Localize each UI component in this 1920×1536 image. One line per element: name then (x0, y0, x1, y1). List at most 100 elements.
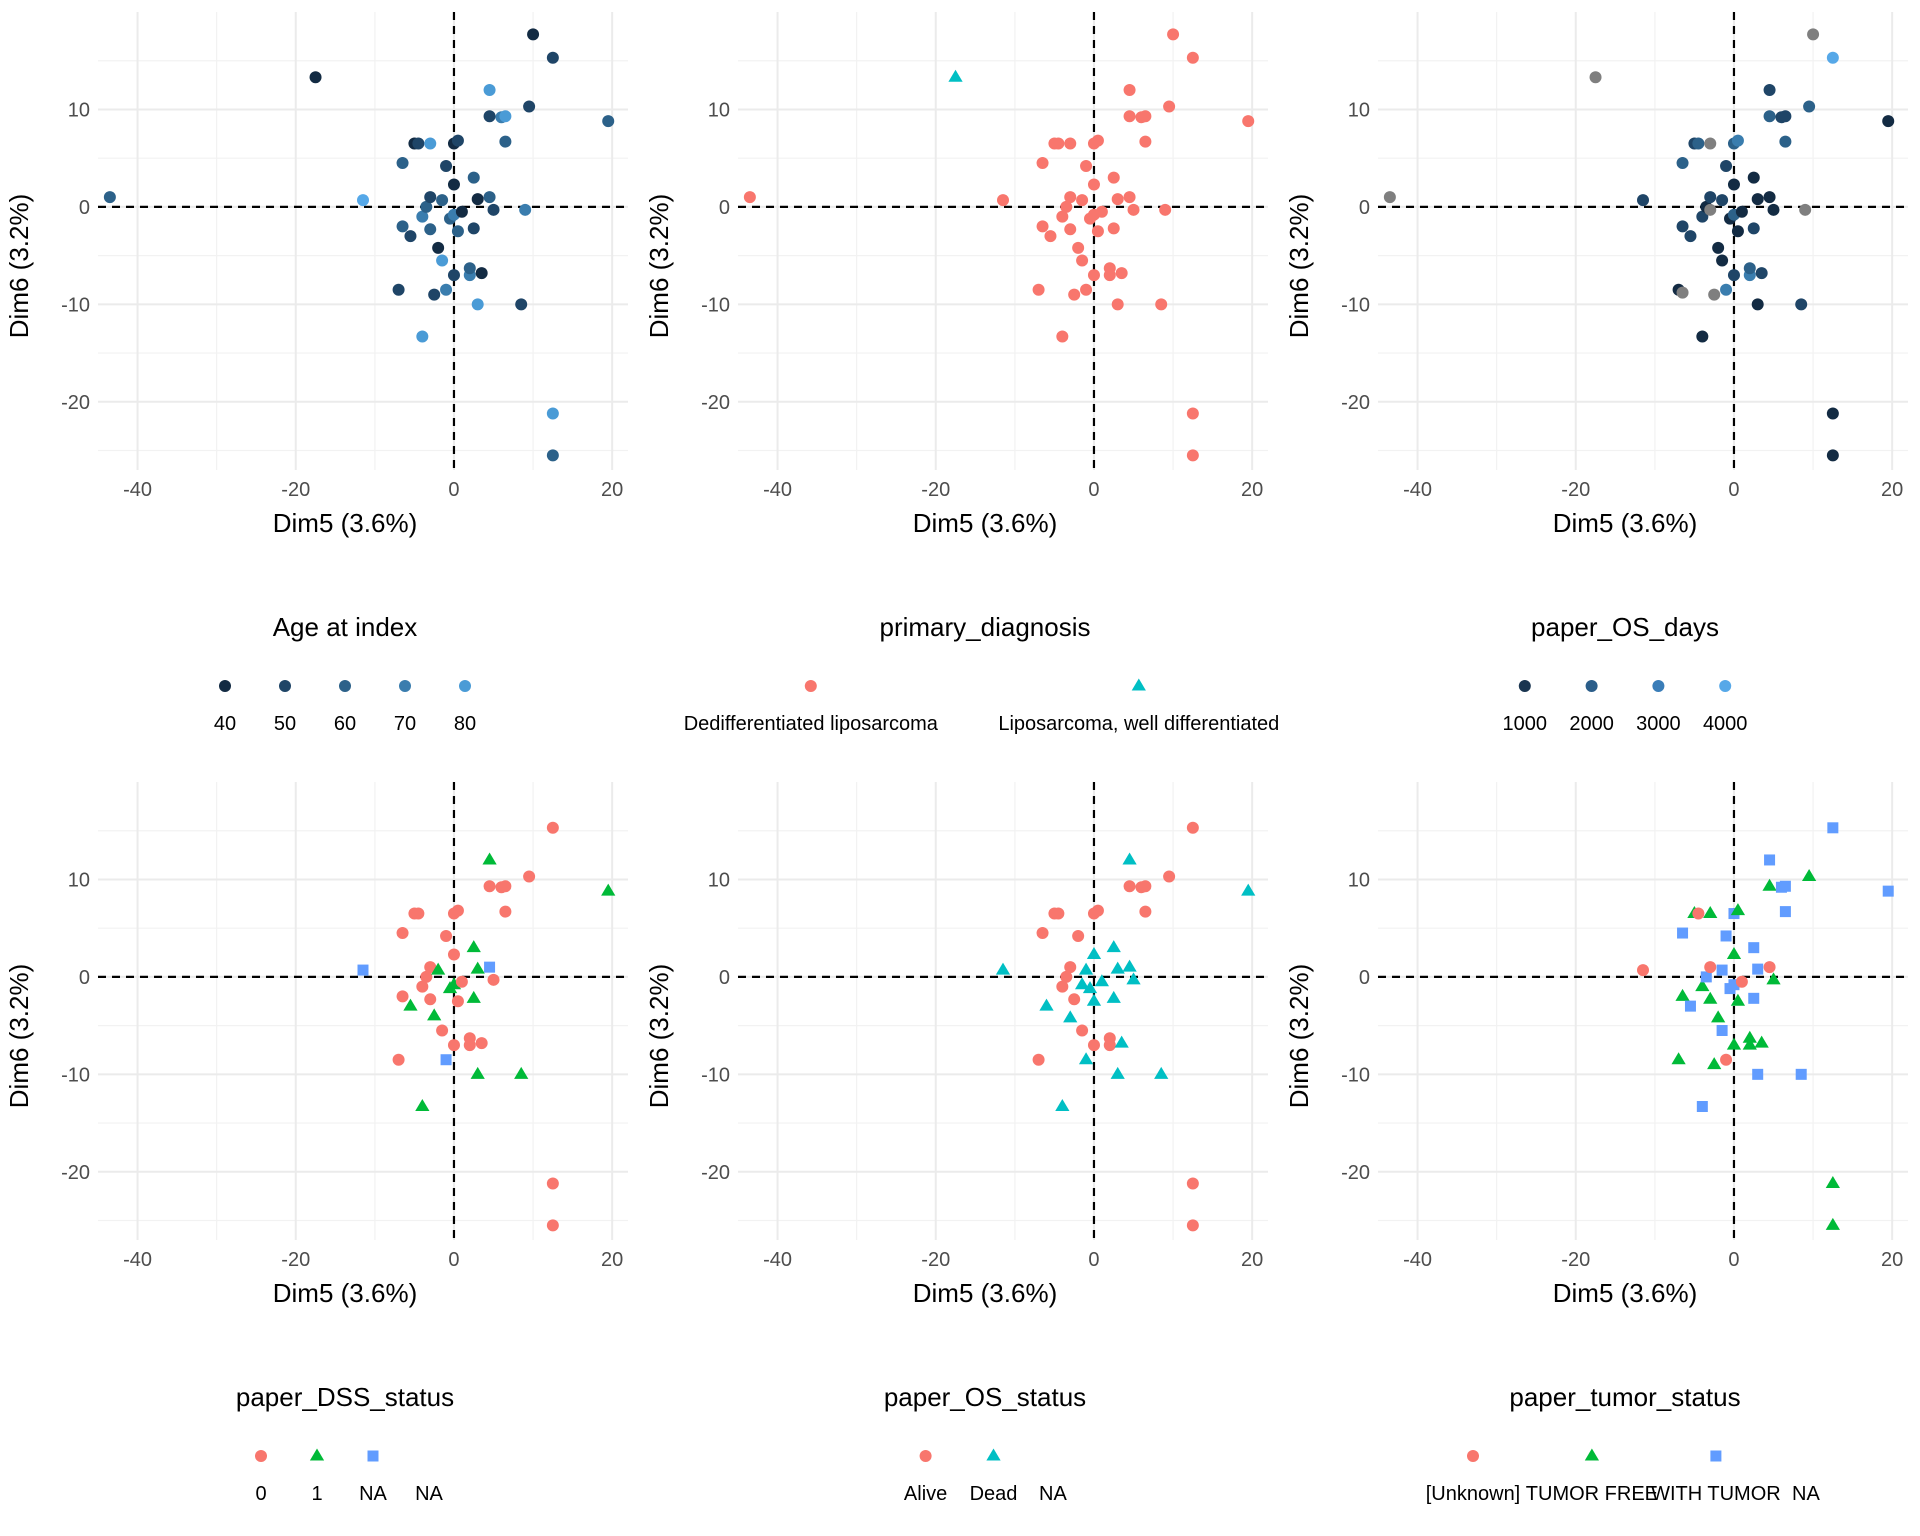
data-point (1139, 135, 1152, 148)
data-point (440, 283, 453, 296)
data-point (428, 288, 441, 301)
data-point (1063, 1010, 1078, 1023)
data-point (1801, 869, 1817, 882)
data-point (1763, 110, 1776, 123)
data-point (487, 973, 500, 986)
legend-key (1467, 1450, 1479, 1462)
data-point (463, 1032, 476, 1045)
data-point (1696, 330, 1709, 343)
data-point (451, 134, 464, 147)
data-point (1039, 998, 1054, 1011)
data-point (1103, 262, 1116, 275)
y-axis-title: Dim6 (3.2%) (644, 964, 674, 1108)
data-point (1044, 230, 1057, 243)
data-point (1080, 283, 1093, 296)
data-point (1676, 157, 1689, 170)
data-point (451, 904, 464, 917)
data-point (1726, 946, 1742, 959)
data-point (1114, 1035, 1129, 1048)
data-point (1711, 1010, 1726, 1023)
data-point (1087, 269, 1100, 282)
data-point (1589, 71, 1602, 84)
data-point (1779, 110, 1792, 123)
x-tick-label: 0 (1088, 1249, 1099, 1271)
data-point (1242, 115, 1255, 128)
data-point (467, 222, 480, 235)
data-point (1056, 210, 1069, 223)
data-point (546, 449, 559, 462)
data-point (451, 225, 464, 238)
data-point (1695, 979, 1710, 992)
data-point (436, 1024, 449, 1037)
legend-key (1584, 1448, 1600, 1461)
data-point (1704, 191, 1717, 204)
legend-key (367, 1450, 379, 1462)
x-tick-label: -40 (1403, 1249, 1432, 1271)
y-axis-title: Dim6 (3.2%) (4, 964, 34, 1108)
legend-key (459, 680, 471, 692)
data-point (412, 907, 425, 920)
legend-key (219, 680, 231, 692)
legend-title: paper_DSS_status (236, 1382, 454, 1412)
legend-key (1131, 678, 1146, 691)
legend: paper_OS_days 1000 2000 3000 4000 (1503, 612, 1748, 735)
x-axis-title: Dim5 (3.6%) (273, 1278, 417, 1308)
legend-label: 3000 (1636, 713, 1681, 735)
data-point (1087, 1039, 1100, 1052)
panel-p1: -40 -20 0 20 -20 -10 0 10 Dim5 (3.6%) Dim6 (3.2%)… (4, 12, 628, 735)
data-point (1103, 1032, 1116, 1045)
data-point (1827, 822, 1839, 834)
legend: paper_DSS_status 0 1 NA NA (236, 1382, 454, 1505)
y-tick-label: 0 (719, 967, 730, 989)
y-tick-label: -10 (701, 294, 730, 316)
data-point (427, 1008, 442, 1021)
x-tick-label: -40 (123, 1249, 152, 1271)
data-point (451, 995, 464, 1008)
data-point (447, 269, 460, 282)
y-tick-label: 0 (1359, 197, 1370, 219)
data-point (1091, 134, 1104, 147)
data-point (420, 970, 433, 983)
data-point (1826, 51, 1839, 64)
data-point (1684, 1000, 1696, 1012)
data-point (1167, 28, 1180, 41)
legend: paper_tumor_status [Unknown] TUMOR FREEWIT… (1426, 1382, 1821, 1505)
data-point (1122, 852, 1137, 865)
data-point (1720, 283, 1733, 296)
data-point (424, 993, 437, 1006)
x-tick-label: -40 (1403, 479, 1432, 501)
data-point (1064, 191, 1077, 204)
data-point (466, 990, 481, 1003)
data-point (396, 990, 409, 1003)
data-point (1064, 223, 1077, 236)
data-point (1676, 220, 1689, 233)
data-point (440, 1054, 452, 1066)
legend-title: Age at index (273, 612, 418, 642)
data-point (392, 1053, 405, 1066)
legend-key (1652, 680, 1665, 692)
data-point (404, 230, 417, 243)
x-tick-label: -40 (763, 479, 792, 501)
data-point (1712, 241, 1725, 254)
data-point (396, 220, 409, 233)
data-point (1032, 1053, 1045, 1066)
data-point (447, 948, 460, 961)
x-tick-label: 20 (1241, 479, 1263, 501)
data-point (1186, 1177, 1199, 1190)
y-tick-label: 0 (719, 197, 730, 219)
data-point (1127, 203, 1140, 216)
data-point (1703, 906, 1718, 919)
data-point (447, 178, 460, 191)
y-tick-label: 10 (68, 99, 90, 121)
data-point (1154, 1066, 1169, 1079)
data-point (483, 880, 496, 893)
data-point (1779, 880, 1791, 892)
data-point (1052, 137, 1065, 150)
legend-label: 60 (334, 713, 356, 735)
data-point (743, 191, 756, 204)
data-point (415, 1098, 430, 1111)
legend: primary_diagnosis Dedifferentiated liposa… (684, 612, 1280, 735)
data-point (1163, 870, 1176, 883)
data-point (1036, 220, 1049, 233)
